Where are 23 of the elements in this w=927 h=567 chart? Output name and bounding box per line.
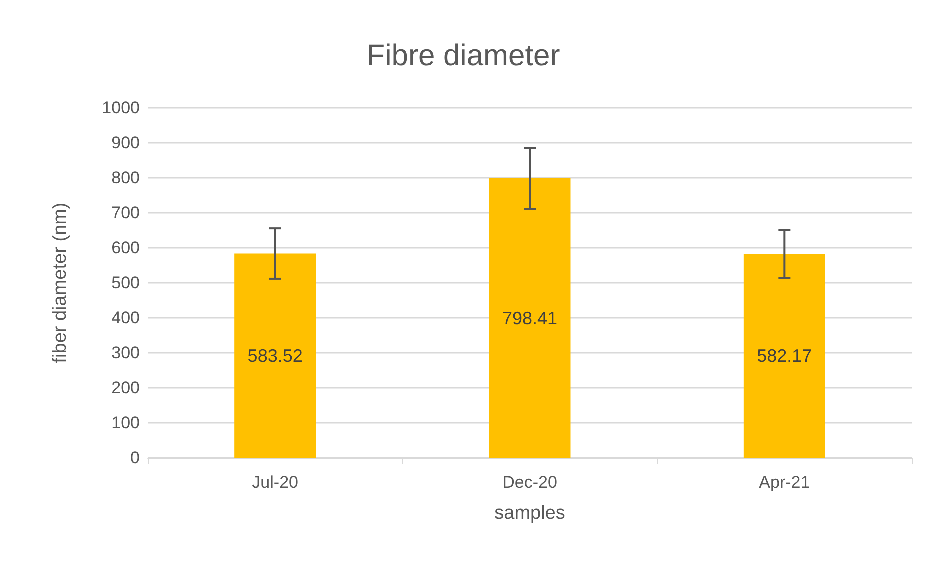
y-tick-label: 600	[112, 238, 140, 258]
y-tick-label: 500	[112, 274, 140, 292]
data-label: 582.17	[757, 346, 812, 366]
y-tick-label: 900	[112, 134, 140, 152]
x-tick-label: Jul-20	[252, 473, 298, 492]
y-tick-label: 0	[130, 448, 140, 468]
bar	[744, 254, 826, 458]
y-tick-label: 700	[112, 204, 140, 222]
y-tick-label: 300	[112, 344, 140, 362]
y-tick-label: 100	[112, 414, 140, 432]
x-axis-title: samples	[494, 503, 566, 524]
bar	[489, 178, 571, 458]
chart-title: Fibre diameter	[366, 40, 560, 72]
y-tick-label: 800	[112, 168, 140, 188]
bar	[234, 254, 316, 458]
x-tick-label: Apr-21	[759, 473, 810, 492]
data-label: 583.52	[248, 346, 303, 366]
y-tick-label: 200	[112, 378, 140, 398]
x-tick-label: Dec-20	[502, 473, 558, 492]
y-tick-label: 1000	[102, 98, 140, 118]
y-tick-label: 400	[112, 308, 140, 328]
data-label: 798.41	[502, 308, 558, 328]
y-axis-title: fiber diameter (nm)	[50, 202, 71, 364]
